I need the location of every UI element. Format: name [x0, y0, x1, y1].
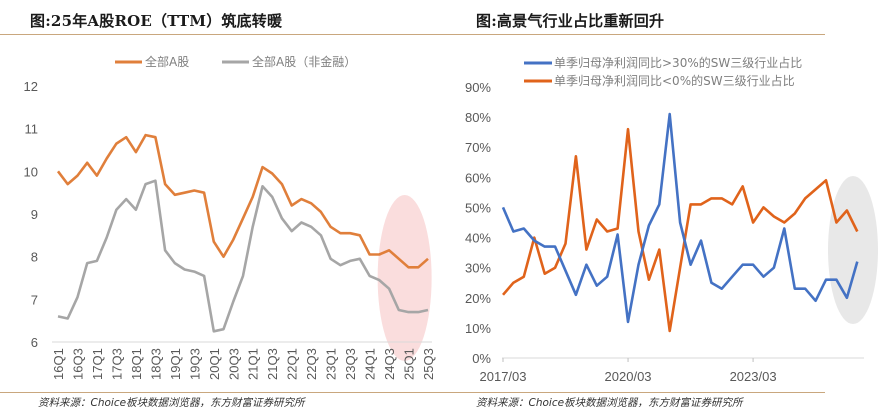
high-growth-chart-source: 资料来源：Choice板块数据浏览器，东方财富证券研究所: [476, 397, 743, 409]
x-tick-label: 24Q1: [363, 348, 378, 380]
series-line-all-a-shares: [56, 133, 429, 269]
y-tick-label: 50%: [465, 200, 491, 215]
roe-chart-title: 图:25年A股ROE（TTM）筑底转暖: [30, 12, 283, 30]
x-tick-label: 19Q1: [168, 348, 183, 380]
x-tick-label: 23Q1: [324, 348, 339, 380]
y-tick-label: 8: [31, 250, 38, 265]
series-line-non-financial: [57, 179, 429, 333]
high-growth-chart-title: 图:高景气行业占比重新回升: [476, 12, 665, 30]
title-divider: [0, 34, 440, 35]
x-tick-label: 23Q3: [343, 348, 358, 380]
x-tick-label: 16Q1: [51, 348, 66, 380]
x-tick-label: 25Q3: [421, 348, 436, 380]
series-line-growth-over-30: [501, 112, 859, 324]
y-tick-label: 90%: [465, 80, 491, 95]
y-tick-label: 6: [31, 335, 38, 350]
legend-label: 全部A股: [145, 54, 189, 69]
high-growth-chart-panel: 图:高景气行业占比重新回升 0% 10% 20% 30% 40% 50% 60% 70% 80%…: [440, 0, 878, 413]
y-tick-label: 7: [31, 292, 38, 307]
x-tick-label: 2017/03: [480, 369, 527, 384]
x-tick-label: 22Q1: [285, 348, 300, 380]
x-tick-label: 2020/03: [605, 369, 652, 384]
x-tick-label: 17Q3: [109, 348, 124, 380]
source-divider: [440, 392, 825, 393]
x-tick-label: 18Q3: [148, 348, 163, 380]
x-tick-label: 21Q3: [265, 348, 280, 380]
y-tick-label: 11: [25, 122, 39, 137]
y-tick-label: 12: [24, 79, 38, 94]
roe-chart-source: 资料来源：Choice板块数据浏览器，东方财富证券研究所: [38, 397, 305, 409]
highlight-ellipse: [377, 195, 432, 361]
high-growth-line-chart: 0% 10% 20% 30% 40% 50% 60% 70% 80% 90% 2017/03 2020…: [465, 55, 878, 384]
y-tick-label: 60%: [465, 170, 491, 185]
x-tick-label: 22Q3: [304, 348, 319, 380]
x-tick-label: 2023/03: [730, 369, 777, 384]
roe-chart-panel: 图:25年A股ROE（TTM）筑底转暖 6 7 8 9 10 11 12 16Q1 16Q3 17…: [0, 12, 440, 409]
legend-label: 全部A股（非金融）: [252, 54, 356, 69]
y-tick-label: 70%: [465, 140, 491, 155]
x-tick-label: 24Q3: [382, 348, 397, 380]
series-line-growth-below-0: [502, 127, 859, 333]
x-tick-label: 20Q1: [207, 348, 222, 380]
y-tick-label: 20%: [465, 291, 491, 306]
legend-label: 单季归母净利润同比>30%的SW三级行业占比: [554, 55, 802, 70]
y-tick-label: 10%: [465, 321, 491, 336]
roe-line-chart: 6 7 8 9 10 11 12 16Q1 16Q3 17Q1 17Q3 18Q1 18Q3 19Q1 19…: [24, 54, 436, 380]
y-tick-label: 9: [31, 207, 38, 222]
legend-label: 单季归母净利润同比<0%的SW三级行业占比: [554, 73, 795, 88]
x-tick-label: 18Q1: [129, 348, 144, 380]
x-tick-label: 16Q3: [70, 348, 85, 380]
x-tick-label: 20Q3: [226, 348, 241, 380]
y-tick-label: 0%: [472, 351, 491, 366]
source-divider: [0, 392, 440, 393]
x-tick-label: 25Q1: [402, 348, 417, 380]
highlight-ellipse: [828, 176, 878, 324]
y-tick-label: 10: [24, 164, 38, 179]
x-tick-label: 21Q1: [246, 348, 261, 380]
y-tick-label: 80%: [465, 110, 491, 125]
x-tick-label: 17Q1: [90, 348, 105, 380]
x-tick-label: 19Q3: [187, 348, 202, 380]
y-tick-label: 40%: [465, 231, 491, 246]
y-tick-label: 30%: [465, 261, 491, 276]
title-divider: [440, 34, 825, 35]
